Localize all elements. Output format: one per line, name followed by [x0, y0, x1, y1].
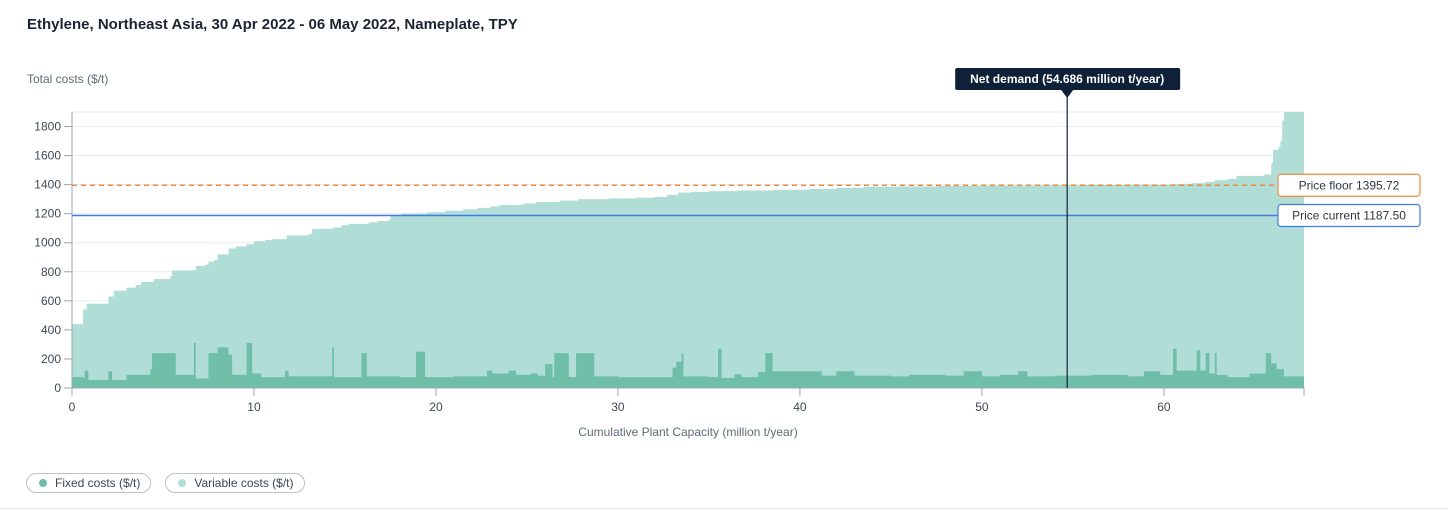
reference-lines: Price floor 1395.72 Price current 1187.50…	[72, 68, 1421, 388]
y-tick-label: 600	[41, 294, 61, 308]
bottom-divider	[0, 508, 1448, 509]
price-floor-label-text: Price floor 1395.72	[1299, 178, 1400, 192]
legend-label-variable: Variable costs ($/t)	[194, 476, 294, 490]
legend-label-fixed: Fixed costs ($/t)	[55, 476, 141, 490]
y-tick-label: 1200	[34, 207, 61, 221]
variable-costs-area	[72, 112, 1304, 388]
fixed-costs-dot-icon	[39, 479, 47, 487]
x-axis-title: Cumulative Plant Capacity (million t/yea…	[578, 425, 797, 439]
net-demand-callout: Net demand (54.686 million t/year)	[955, 68, 1181, 98]
y-tick-label: 1800	[34, 120, 61, 134]
y-tick-label: 1400	[34, 178, 61, 192]
variable-costs-dot-icon	[178, 479, 187, 487]
net-demand-pointer	[1061, 90, 1074, 98]
price-current-label-box	[1277, 203, 1421, 228]
net-demand-callout-text: Net demand (54.686 million t/year)	[970, 72, 1164, 86]
fixed-costs-area	[72, 342, 1304, 388]
net-demand-callout-box	[955, 68, 1181, 90]
x-tick-label: 50	[975, 400, 989, 414]
y-tick-label: 200	[41, 352, 61, 366]
y-axis-title: Total costs ($/t)	[27, 72, 109, 86]
price-current-label: Price current 1187.50	[1277, 203, 1421, 228]
x-tick-label: 60	[1157, 400, 1171, 414]
price-floor-label-box	[1277, 173, 1421, 197]
y-tick-label: 1600	[34, 149, 61, 163]
axes: 0 200 400 600 800 1000 1200 1400 1600 1800 0 10 20 30…	[34, 112, 1305, 414]
cost-curve-chart: 0 200 400 600 800 1000 1200 1400 1600 1800 0 10 20 30…	[34, 68, 1421, 439]
legend: Fixed costs ($/t) Variable costs ($/t)	[26, 473, 305, 493]
price-floor-label: Price floor 1395.72	[1277, 173, 1421, 197]
legend-item-fixed-costs[interactable]: Fixed costs ($/t)	[26, 473, 152, 493]
legend-item-variable-costs[interactable]: Variable costs ($/t)	[165, 473, 305, 493]
fixed-costs-series	[72, 342, 1304, 388]
y-tick-label: 800	[41, 265, 61, 279]
x-tick-label: 40	[793, 400, 807, 414]
x-tick-label: 30	[611, 400, 625, 414]
x-tick-label: 0	[69, 400, 76, 414]
y-tick-label: 400	[41, 323, 61, 337]
y-tick-label: 0	[54, 381, 61, 395]
variable-costs-series	[72, 112, 1304, 388]
price-current-label-text: Price current 1187.50	[1292, 209, 1406, 223]
x-tick-label: 20	[429, 400, 443, 414]
y-tick-label: 1000	[34, 236, 61, 250]
x-tick-label: 10	[247, 400, 261, 414]
chart-title: Ethylene, Northeast Asia, 30 Apr 2022 - …	[27, 16, 518, 33]
